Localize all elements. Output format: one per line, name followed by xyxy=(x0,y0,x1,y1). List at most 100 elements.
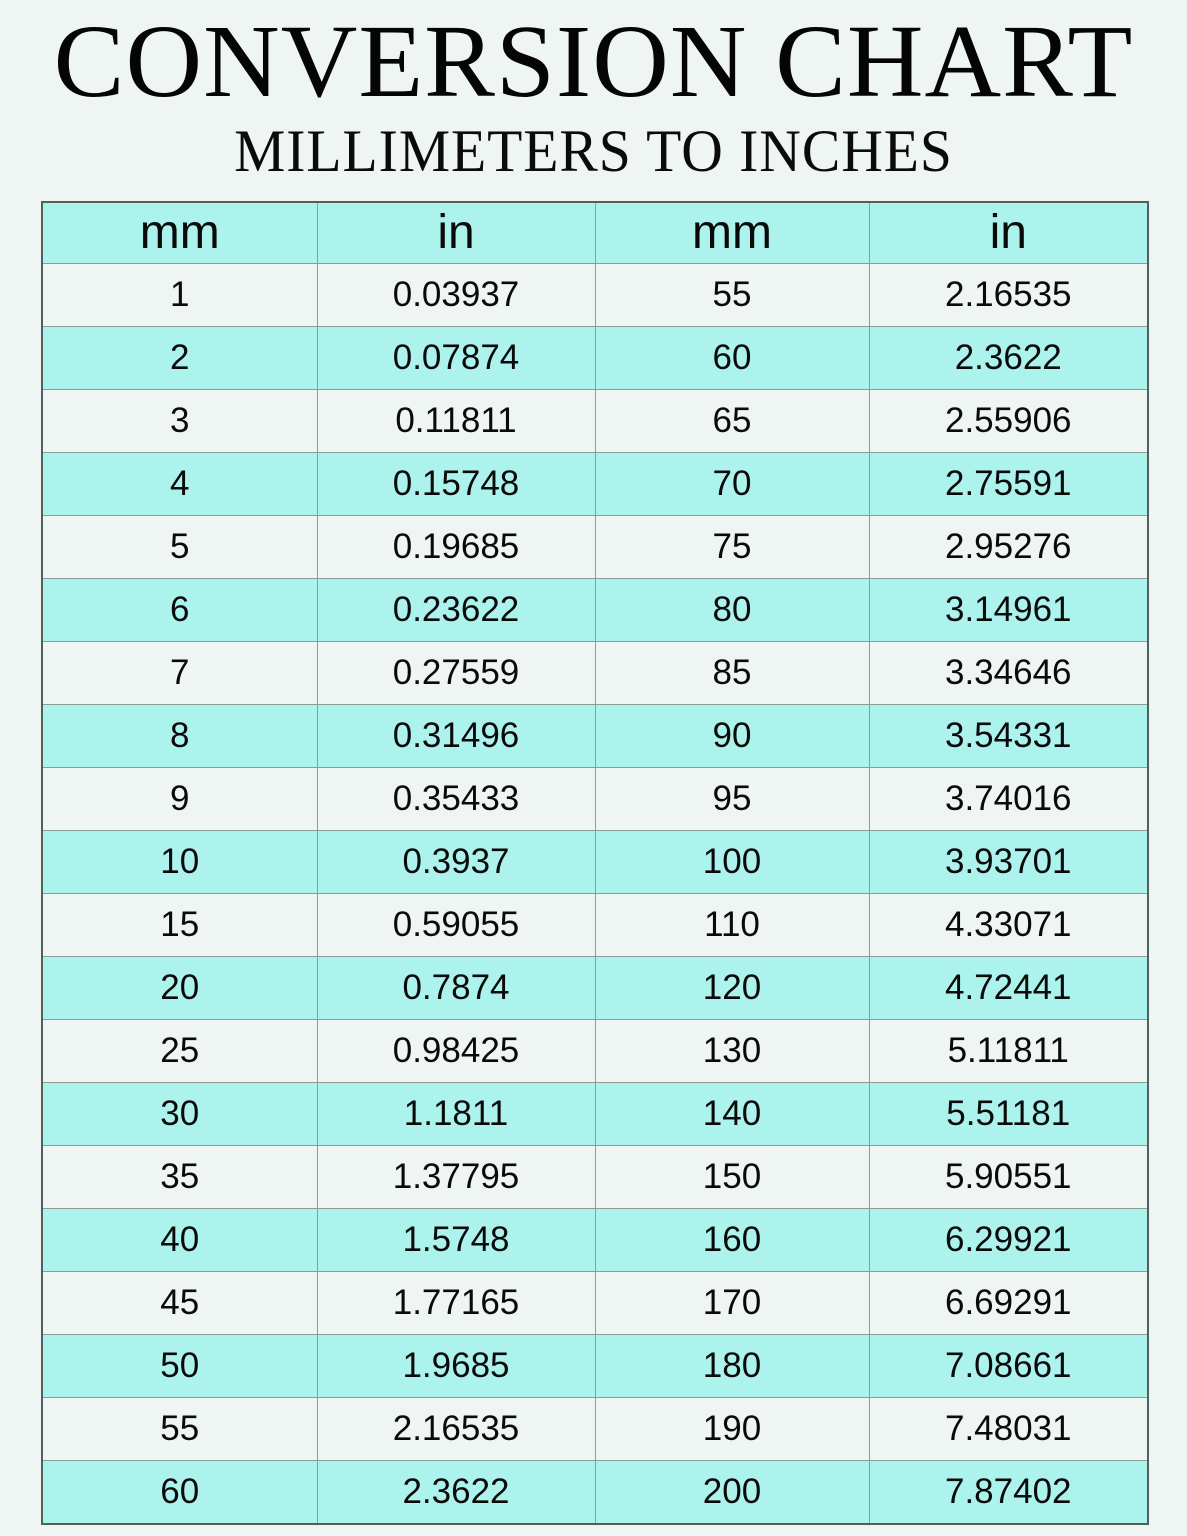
cell-mm-right: 150 xyxy=(594,1145,870,1209)
page-title: CONVERSION CHART xyxy=(53,4,1134,119)
cell-mm-right: 80 xyxy=(594,578,870,642)
cell-in-right: 4.33071 xyxy=(868,893,1149,957)
cell-in-right: 3.54331 xyxy=(868,704,1149,768)
page-subtitle: MILLIMETERS TO INCHES xyxy=(234,118,953,184)
cell-mm-right: 110 xyxy=(594,893,870,957)
column-header-in-right: in xyxy=(868,201,1149,264)
cell-in-right: 7.87402 xyxy=(868,1460,1149,1525)
cell-in-left: 1.37795 xyxy=(316,1145,596,1209)
table-row: 45 1.77165 170 6.69291 xyxy=(41,1271,1149,1335)
cell-mm-left: 6 xyxy=(41,578,318,642)
cell-in-left: 0.27559 xyxy=(316,641,596,705)
table-row: 50 1.9685 180 7.08661 xyxy=(41,1334,1149,1398)
table-row: 35 1.37795 150 5.90551 xyxy=(41,1145,1149,1209)
table-row: 9 0.35433 95 3.74016 xyxy=(41,767,1149,831)
cell-mm-left: 50 xyxy=(41,1334,318,1398)
cell-mm-right: 85 xyxy=(594,641,870,705)
cell-mm-left: 1 xyxy=(41,263,318,327)
cell-in-left: 2.3622 xyxy=(316,1460,596,1525)
cell-in-left: 1.9685 xyxy=(316,1334,596,1398)
cell-mm-right: 160 xyxy=(594,1208,870,1272)
cell-mm-right: 100 xyxy=(594,830,870,894)
table-row: 7 0.27559 85 3.34646 xyxy=(41,641,1149,705)
cell-mm-right: 200 xyxy=(594,1460,870,1525)
cell-mm-left: 7 xyxy=(41,641,318,705)
cell-mm-left: 5 xyxy=(41,515,318,579)
cell-in-left: 0.03937 xyxy=(316,263,596,327)
cell-mm-right: 190 xyxy=(594,1397,870,1461)
cell-in-right: 2.95276 xyxy=(868,515,1149,579)
cell-mm-right: 65 xyxy=(594,389,870,453)
table-row: 2 0.07874 60 2.3622 xyxy=(41,326,1149,390)
cell-mm-left: 10 xyxy=(41,830,318,894)
title-block: CONVERSION CHART MILLIMETERS TO INCHES xyxy=(0,0,1187,184)
cell-in-right: 3.14961 xyxy=(868,578,1149,642)
cell-mm-right: 60 xyxy=(594,326,870,390)
cell-in-right: 2.3622 xyxy=(868,326,1149,390)
cell-mm-left: 60 xyxy=(41,1460,318,1525)
cell-mm-left: 4 xyxy=(41,452,318,516)
cell-in-left: 0.98425 xyxy=(316,1019,596,1083)
cell-mm-left: 20 xyxy=(41,956,318,1020)
cell-mm-right: 55 xyxy=(594,263,870,327)
table-row: 40 1.5748 160 6.29921 xyxy=(41,1208,1149,1272)
cell-mm-right: 70 xyxy=(594,452,870,516)
table-row: 5 0.19685 75 2.95276 xyxy=(41,515,1149,579)
table-row: 55 2.16535 190 7.48031 xyxy=(41,1397,1149,1461)
cell-mm-left: 35 xyxy=(41,1145,318,1209)
cell-in-left: 0.7874 xyxy=(316,956,596,1020)
cell-mm-left: 3 xyxy=(41,389,318,453)
table-row: 15 0.59055 110 4.33071 xyxy=(41,893,1149,957)
cell-in-left: 1.1811 xyxy=(316,1082,596,1146)
cell-mm-right: 180 xyxy=(594,1334,870,1398)
conversion-table: mm in mm in 1 0.03937 55 2.16535 2 0.07874 60 2… xyxy=(41,201,1149,1525)
table-row: 6 0.23622 80 3.14961 xyxy=(41,578,1149,642)
cell-mm-left: 2 xyxy=(41,326,318,390)
cell-mm-left: 45 xyxy=(41,1271,318,1335)
cell-in-left: 0.35433 xyxy=(316,767,596,831)
cell-in-right: 2.75591 xyxy=(868,452,1149,516)
cell-in-left: 0.59055 xyxy=(316,893,596,957)
column-header-in-left: in xyxy=(316,201,596,264)
cell-mm-left: 25 xyxy=(41,1019,318,1083)
table-row: 25 0.98425 130 5.11811 xyxy=(41,1019,1149,1083)
cell-in-right: 6.69291 xyxy=(868,1271,1149,1335)
table-body: 1 0.03937 55 2.16535 2 0.07874 60 2.3622 3 0.1181… xyxy=(41,263,1149,1525)
cell-in-left: 0.15748 xyxy=(316,452,596,516)
cell-mm-right: 170 xyxy=(594,1271,870,1335)
table-row: 1 0.03937 55 2.16535 xyxy=(41,263,1149,327)
table-row: 3 0.11811 65 2.55906 xyxy=(41,389,1149,453)
cell-mm-left: 40 xyxy=(41,1208,318,1272)
cell-mm-left: 55 xyxy=(41,1397,318,1461)
table-header-row: mm in mm in xyxy=(41,201,1149,264)
cell-in-right: 2.55906 xyxy=(868,389,1149,453)
cell-in-right: 3.34646 xyxy=(868,641,1149,705)
column-header-mm-right: mm xyxy=(594,201,870,264)
cell-mm-right: 130 xyxy=(594,1019,870,1083)
table-row: 30 1.1811 140 5.51181 xyxy=(41,1082,1149,1146)
cell-in-left: 0.11811 xyxy=(316,389,596,453)
table-row: 8 0.31496 90 3.54331 xyxy=(41,704,1149,768)
table-row: 60 2.3622 200 7.87402 xyxy=(41,1460,1149,1525)
cell-mm-left: 8 xyxy=(41,704,318,768)
cell-in-right: 7.48031 xyxy=(868,1397,1149,1461)
cell-mm-left: 15 xyxy=(41,893,318,957)
table-row: 10 0.3937 100 3.93701 xyxy=(41,830,1149,894)
conversion-table-container: mm in mm in 1 0.03937 55 2.16535 2 0.07874 60 2… xyxy=(41,201,1149,1525)
cell-in-right: 3.74016 xyxy=(868,767,1149,831)
table-row: 4 0.15748 70 2.75591 xyxy=(41,452,1149,516)
cell-mm-left: 30 xyxy=(41,1082,318,1146)
cell-in-right: 5.51181 xyxy=(868,1082,1149,1146)
cell-in-right: 4.72441 xyxy=(868,956,1149,1020)
cell-in-right: 2.16535 xyxy=(868,263,1149,327)
cell-in-right: 5.90551 xyxy=(868,1145,1149,1209)
cell-in-left: 0.07874 xyxy=(316,326,596,390)
cell-in-left: 0.31496 xyxy=(316,704,596,768)
cell-mm-right: 140 xyxy=(594,1082,870,1146)
table-header: mm in mm in xyxy=(41,201,1149,264)
cell-in-right: 7.08661 xyxy=(868,1334,1149,1398)
cell-in-left: 1.5748 xyxy=(316,1208,596,1272)
cell-in-right: 6.29921 xyxy=(868,1208,1149,1272)
cell-in-left: 0.23622 xyxy=(316,578,596,642)
